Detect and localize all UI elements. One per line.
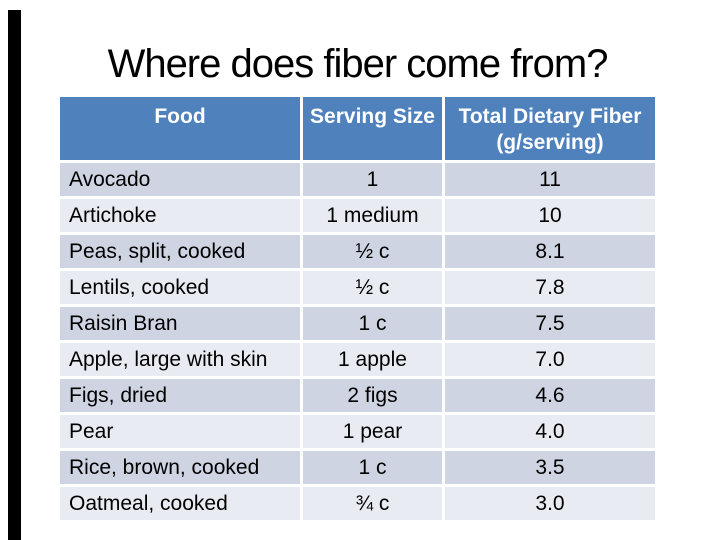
food-cell: Oatmeal, cooked (60, 487, 300, 520)
food-cell: Peas, split, cooked (60, 235, 300, 268)
fiber-cell: 8.1 (445, 235, 655, 268)
serving-cell: ½ c (303, 271, 442, 304)
column-header-fiber: Total Dietary Fiber (g/serving) (445, 97, 655, 160)
food-cell: Pear (60, 415, 300, 448)
fiber-cell: 7.8 (445, 271, 655, 304)
column-header-food: Food (60, 97, 300, 160)
serving-cell: 1 apple (303, 343, 442, 376)
slide-title: Where does fiber come from? (107, 42, 609, 86)
food-cell: Avocado (60, 163, 300, 196)
serving-cell: 1 c (303, 307, 442, 340)
food-cell: Lentils, cooked (60, 271, 300, 304)
fiber-cell: 7.0 (445, 343, 655, 376)
column-header-fiber-line2: (g/serving) (496, 131, 604, 154)
fiber-cell: 3.5 (445, 451, 655, 484)
fiber-cell: 7.5 (445, 307, 655, 340)
food-cell: Figs, dried (60, 379, 300, 412)
column-header-food-label: Food (154, 105, 206, 128)
column-header-serving-size: Serving Size (303, 97, 442, 160)
serving-cell: ½ c (303, 235, 442, 268)
food-cell: Apple, large with skin (60, 343, 300, 376)
left-edge-bar (8, 10, 21, 540)
food-cell: Raisin Bran (60, 307, 300, 340)
fiber-cell: 4.0 (445, 415, 655, 448)
food-cell: Rice, brown, cooked (60, 451, 300, 484)
fiber-cell: 4.6 (445, 379, 655, 412)
serving-cell: 2 figs (303, 379, 442, 412)
serving-cell: 1 pear (303, 415, 442, 448)
food-cell: Artichoke (60, 199, 300, 232)
serving-cell: 1 c (303, 451, 442, 484)
serving-cell: 1 (303, 163, 442, 196)
fiber-table: Food Serving Size Total Dietary Fiber (g… (60, 97, 655, 520)
fiber-cell: 3.0 (445, 487, 655, 520)
fiber-cell: 11 (445, 163, 655, 196)
column-header-fiber-line1: Total Dietary Fiber (458, 105, 642, 128)
fiber-cell: 10 (445, 199, 655, 232)
serving-cell: 1 medium (303, 199, 442, 232)
column-header-serving-size-label: Serving Size (310, 105, 435, 128)
serving-cell: ¾ c (303, 487, 442, 520)
